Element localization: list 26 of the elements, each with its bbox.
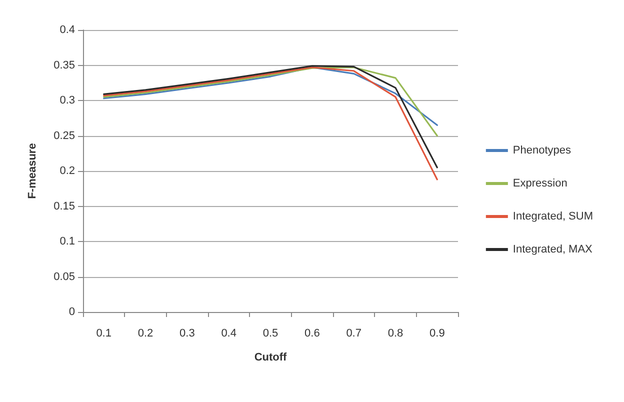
y-tick-label: 0.05 xyxy=(54,270,75,283)
legend-label: Expression xyxy=(512,178,568,190)
x-tick-label: 0.9 xyxy=(430,328,445,340)
x-tick-label: 0.2 xyxy=(138,328,154,340)
y-tick-label: 0 xyxy=(68,306,75,318)
x-tick-label: 0.7 xyxy=(346,328,362,340)
y-tick-label: 0.4 xyxy=(60,24,75,36)
legend-label: Integrated, SUM xyxy=(512,210,593,222)
x-tick-label: 0.6 xyxy=(304,328,320,340)
y-tick-label: 0.3 xyxy=(60,94,75,106)
y-tick-label: 0.15 xyxy=(54,200,75,212)
x-tick-label: 0.1 xyxy=(96,328,112,340)
x-tick-label: 0.3 xyxy=(180,328,195,340)
legend-label: Integrated, MAX xyxy=(512,244,594,256)
x-tick-label: 0.5 xyxy=(262,328,278,340)
legend-label: Phenotypes xyxy=(512,144,572,156)
line-series xyxy=(103,66,438,126)
y-tick-label: 0.25 xyxy=(54,130,75,142)
x-axis-title: Cutoff xyxy=(254,352,288,364)
x-tick-label: 0.8 xyxy=(388,328,404,340)
y-tick-label: 0.35 xyxy=(54,59,75,72)
x-tick-label: 0.4 xyxy=(221,328,236,340)
y-tick-label: 0.2 xyxy=(60,165,75,177)
y-axis-title: F-measure xyxy=(26,143,38,199)
line-series xyxy=(103,66,438,137)
y-tick-label: 0.1 xyxy=(60,236,75,248)
